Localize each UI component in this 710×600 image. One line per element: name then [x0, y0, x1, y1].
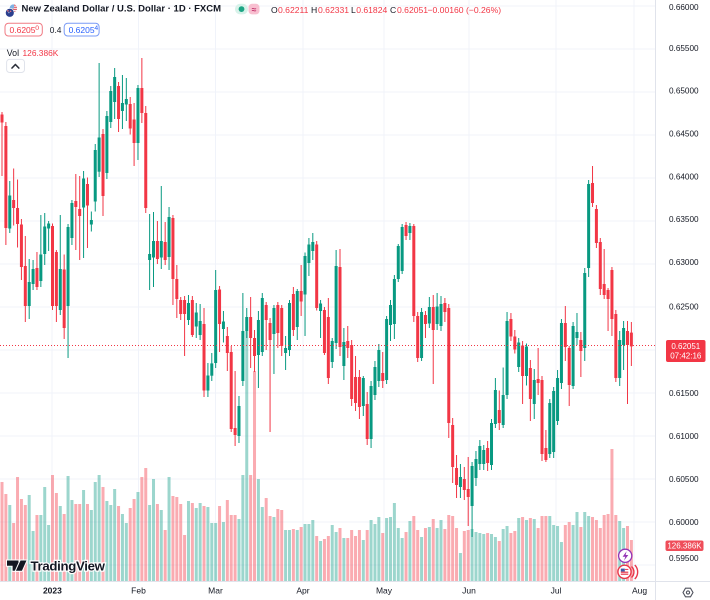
svg-text:0.61000: 0.61000 — [669, 432, 699, 441]
svg-text:0.62331: 0.62331 — [318, 5, 349, 15]
svg-text:≈: ≈ — [252, 4, 257, 14]
svg-text:0.65500: 0.65500 — [669, 44, 699, 53]
svg-text:0: 0 — [35, 25, 39, 32]
svg-text:Jun: Jun — [462, 586, 476, 596]
svg-text:0.66000: 0.66000 — [669, 3, 699, 12]
svg-text:07:42:16: 07:42:16 — [670, 352, 702, 361]
svg-text:May: May — [376, 586, 393, 596]
svg-text:H: H — [311, 5, 317, 15]
svg-text:Vol: Vol — [7, 48, 19, 58]
svg-text:4: 4 — [94, 25, 98, 32]
svg-text:0.59500: 0.59500 — [669, 554, 699, 563]
svg-text:Feb: Feb — [131, 586, 146, 596]
svg-text:0.61500: 0.61500 — [669, 389, 699, 398]
svg-text:0.62211: 0.62211 — [278, 5, 309, 15]
svg-text:0.6205: 0.6205 — [69, 25, 95, 35]
svg-text:126.386K: 126.386K — [23, 48, 59, 58]
svg-text:0.4: 0.4 — [50, 25, 62, 35]
svg-text:Aug: Aug — [632, 586, 647, 596]
svg-text:2023: 2023 — [43, 586, 62, 596]
svg-text:0.63500: 0.63500 — [669, 215, 699, 224]
svg-text:C: C — [390, 5, 396, 15]
svg-text:0.64000: 0.64000 — [669, 173, 699, 182]
svg-text:0.60500: 0.60500 — [669, 475, 699, 484]
svg-text:−0.00160 (−0.26%): −0.00160 (−0.26%) — [428, 5, 502, 15]
svg-text:TradingView: TradingView — [31, 559, 106, 574]
svg-text:0.63000: 0.63000 — [669, 258, 699, 267]
svg-text:0.62051: 0.62051 — [671, 342, 700, 351]
svg-text:0.62051: 0.62051 — [397, 5, 428, 15]
svg-text:Apr: Apr — [296, 586, 309, 596]
svg-text:0.6205: 0.6205 — [10, 25, 36, 35]
svg-text:New Zealand Dollar / U.S. Doll: New Zealand Dollar / U.S. Dollar · 1D · … — [22, 4, 222, 15]
svg-text:0.65000: 0.65000 — [669, 87, 699, 96]
svg-text:0.62500: 0.62500 — [669, 303, 699, 312]
svg-text:0.64500: 0.64500 — [669, 130, 699, 139]
svg-text:0.60000: 0.60000 — [669, 518, 699, 527]
svg-text:0.61824: 0.61824 — [356, 5, 387, 15]
svg-text:L: L — [351, 5, 356, 15]
svg-text:Mar: Mar — [208, 586, 223, 596]
svg-text:126.386K: 126.386K — [667, 542, 702, 551]
svg-text:Jul: Jul — [551, 586, 562, 596]
svg-text:O: O — [271, 5, 278, 15]
